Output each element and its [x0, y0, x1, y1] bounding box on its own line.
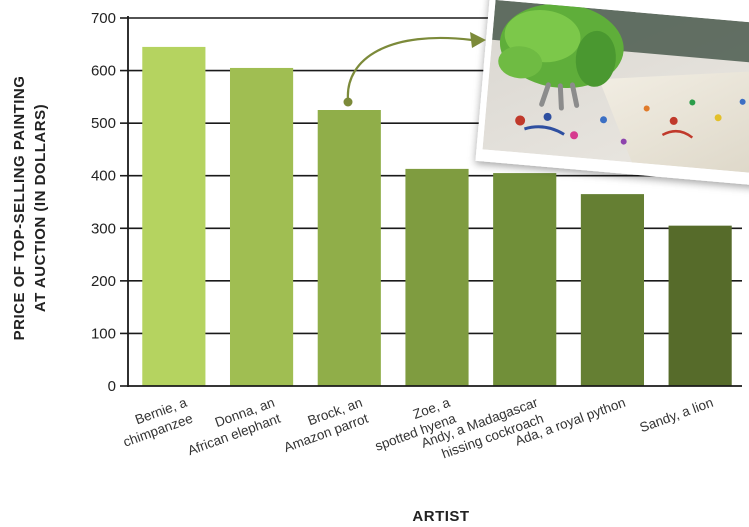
bar	[580, 194, 645, 386]
bar	[317, 110, 381, 386]
y-tick-label: 300	[91, 220, 116, 237]
bar	[142, 46, 206, 387]
bar	[493, 173, 557, 386]
y-tick-label: 0	[108, 378, 116, 395]
x-category-label-line: Sandy, a lion	[638, 395, 716, 435]
x-axis-title: ARTIST	[412, 508, 469, 525]
y-tick-label: 600	[91, 63, 116, 80]
bars	[142, 46, 732, 387]
y-tick-label: 100	[91, 325, 116, 342]
bar	[405, 168, 469, 386]
y-tick-label: 700	[91, 10, 116, 27]
axes	[127, 16, 742, 387]
bar	[229, 67, 294, 386]
annotation-arrow-start-dot	[343, 97, 353, 107]
bar	[668, 225, 732, 386]
y-axis-title-line-2: AT AUCTION (IN DOLLARS)	[32, 104, 49, 312]
annotation-arrowhead	[470, 32, 486, 48]
painting-parrot-photo	[475, 0, 749, 188]
y-tick-label: 500	[91, 115, 116, 132]
y-tick-label: 200	[91, 273, 116, 290]
annotation-arrow	[346, 36, 473, 101]
y-tick-labels: 0 100 200 300 400 500 600 700	[91, 10, 116, 395]
x-category-label: Sandy, a lion	[638, 395, 716, 435]
y-axis-title-line-1: PRICE OF TOP-SELLING PAINTING	[11, 76, 28, 341]
y-tick-label: 400	[91, 168, 116, 185]
